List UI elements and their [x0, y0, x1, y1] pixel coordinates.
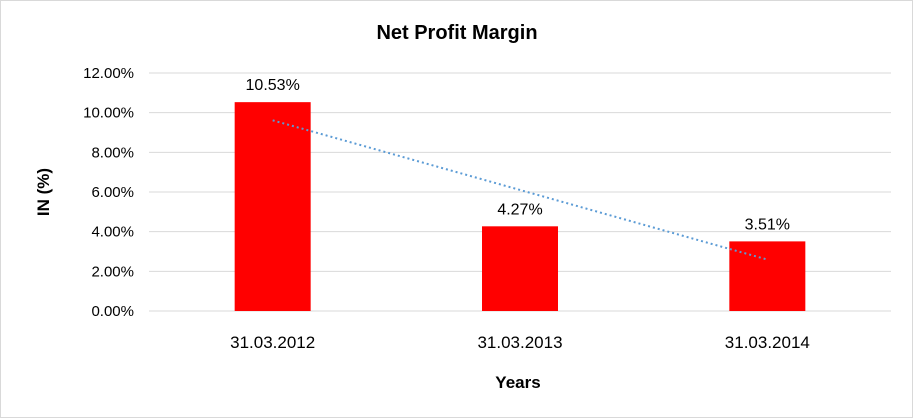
y-axis-title: IN (%) [34, 168, 53, 216]
y-tick-label: 0.00% [91, 303, 134, 320]
trendline-group [272, 119, 768, 261]
bar [234, 102, 311, 311]
bar [729, 241, 806, 311]
chart-title: Net Profit Margin [376, 22, 537, 44]
y-tick-label: 8.00% [91, 144, 134, 161]
y-tick-label: 6.00% [91, 184, 134, 201]
data-labels: 10.53% 4.27% 3.51% [246, 77, 790, 233]
bar [482, 226, 558, 311]
data-label: 4.27% [497, 201, 542, 218]
bars [234, 102, 806, 311]
y-axis-ticks: 0.00% 2.00% 4.00% 6.00% 8.00% 10.00% 12.00% [83, 65, 134, 320]
x-tick-label: 31.03.2012 [230, 333, 315, 352]
x-axis-title: Years [495, 373, 540, 392]
y-tick-label: 2.00% [91, 263, 134, 280]
y-tick-label: 4.00% [91, 224, 134, 241]
y-tick-label: 10.00% [83, 105, 134, 122]
x-tick-label: 31.03.2014 [725, 333, 810, 352]
x-axis-categories: 31.03.2012 31.03.2013 31.03.2014 [230, 333, 810, 352]
x-tick-label: 31.03.2013 [477, 333, 562, 352]
data-label: 3.51% [745, 216, 790, 233]
data-label: 10.53% [246, 77, 300, 94]
y-tick-label: 12.00% [83, 65, 134, 82]
trendline [272, 119, 768, 261]
